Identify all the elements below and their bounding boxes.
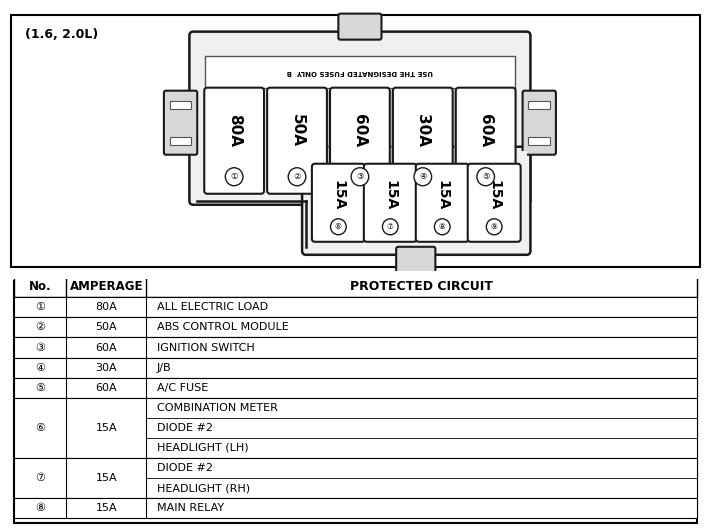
- Text: ⑤: ⑤: [36, 383, 46, 393]
- Circle shape: [331, 219, 346, 235]
- Text: ABS CONTROL MODULE: ABS CONTROL MODULE: [157, 322, 289, 332]
- Text: ③: ③: [36, 342, 46, 353]
- Bar: [304, 197, 308, 247]
- Text: 15A: 15A: [435, 181, 449, 211]
- Text: IGNITION SWITCH: IGNITION SWITCH: [157, 342, 255, 353]
- Bar: [14, 338, 697, 357]
- Text: A/C FUSE: A/C FUSE: [157, 383, 208, 393]
- Text: ⑤: ⑤: [482, 172, 489, 181]
- Text: 15A: 15A: [95, 473, 117, 483]
- Text: ④: ④: [419, 172, 427, 181]
- Text: ⑥: ⑥: [36, 423, 46, 433]
- Text: ⑥: ⑥: [335, 222, 342, 232]
- Text: MAIN RELAY: MAIN RELAY: [157, 503, 224, 513]
- FancyBboxPatch shape: [302, 147, 530, 255]
- Bar: [14, 458, 697, 498]
- Text: 60A: 60A: [95, 383, 117, 393]
- Circle shape: [351, 168, 369, 186]
- Text: ①: ①: [230, 172, 238, 181]
- Text: 15A: 15A: [383, 181, 397, 211]
- Bar: [170, 136, 191, 145]
- Text: ⑧: ⑧: [36, 503, 46, 513]
- Bar: [205, 56, 515, 88]
- Text: 30A: 30A: [95, 363, 117, 373]
- Text: 15A: 15A: [95, 503, 117, 513]
- Bar: [14, 318, 697, 338]
- Bar: [528, 101, 550, 109]
- Text: ②: ②: [36, 322, 46, 332]
- Circle shape: [434, 219, 450, 235]
- Text: ALL ELECTRIC LOAD: ALL ELECTRIC LOAD: [157, 302, 268, 312]
- Text: 30A: 30A: [415, 114, 430, 147]
- FancyBboxPatch shape: [338, 14, 382, 40]
- Text: AMPERAGE: AMPERAGE: [70, 280, 143, 293]
- Text: 60A: 60A: [353, 114, 368, 147]
- FancyBboxPatch shape: [456, 88, 515, 194]
- Text: DIODE #2: DIODE #2: [157, 423, 213, 433]
- FancyBboxPatch shape: [267, 88, 327, 194]
- Bar: [14, 398, 697, 458]
- Text: 50A: 50A: [289, 114, 304, 147]
- Text: ⑦: ⑦: [387, 222, 394, 232]
- Bar: [170, 101, 191, 109]
- Text: DIODE #2: DIODE #2: [157, 463, 213, 473]
- Text: 15A: 15A: [95, 423, 117, 433]
- Text: 50A: 50A: [95, 322, 117, 332]
- Circle shape: [288, 168, 306, 186]
- FancyBboxPatch shape: [330, 88, 390, 194]
- Bar: [14, 498, 697, 518]
- Bar: [14, 297, 697, 318]
- Text: 80A: 80A: [95, 302, 117, 312]
- Text: J/B: J/B: [157, 363, 171, 373]
- FancyBboxPatch shape: [164, 91, 197, 155]
- FancyBboxPatch shape: [189, 32, 530, 205]
- Text: No.: No.: [29, 280, 51, 293]
- Bar: [14, 378, 697, 398]
- Text: ⑧: ⑧: [439, 222, 446, 232]
- Text: (1.6, 2.0L): (1.6, 2.0L): [25, 28, 98, 41]
- Circle shape: [414, 168, 432, 186]
- FancyBboxPatch shape: [416, 164, 469, 242]
- Circle shape: [383, 219, 398, 235]
- Text: ④: ④: [36, 363, 46, 373]
- Text: ③: ③: [356, 172, 363, 181]
- Bar: [14, 276, 697, 297]
- Text: HEADLIGHT (RH): HEADLIGHT (RH): [157, 483, 250, 493]
- Text: 60A: 60A: [95, 342, 117, 353]
- FancyBboxPatch shape: [396, 247, 435, 273]
- Text: 15A: 15A: [487, 181, 501, 211]
- FancyBboxPatch shape: [312, 164, 365, 242]
- FancyBboxPatch shape: [204, 88, 264, 194]
- Text: ⑨: ⑨: [491, 222, 498, 232]
- FancyBboxPatch shape: [468, 164, 520, 242]
- Text: COMBINATION METER: COMBINATION METER: [157, 403, 278, 413]
- Circle shape: [477, 168, 494, 186]
- Circle shape: [486, 219, 502, 235]
- FancyBboxPatch shape: [523, 91, 556, 155]
- Text: 80A: 80A: [227, 114, 242, 147]
- Text: ⑦: ⑦: [36, 473, 46, 483]
- FancyBboxPatch shape: [393, 88, 453, 194]
- Text: PROTECTED CIRCUIT: PROTECTED CIRCUIT: [351, 280, 493, 293]
- Text: USE THE DESIGNATED FUSES ONLY  B: USE THE DESIGNATED FUSES ONLY B: [287, 68, 433, 75]
- Text: ①: ①: [36, 302, 46, 312]
- Text: 15A: 15A: [331, 181, 346, 211]
- Text: HEADLIGHT (LH): HEADLIGHT (LH): [157, 443, 249, 453]
- FancyBboxPatch shape: [364, 164, 417, 242]
- Text: 60A: 60A: [479, 114, 493, 147]
- Circle shape: [225, 168, 243, 186]
- Text: ②: ②: [293, 172, 301, 181]
- Bar: [528, 136, 550, 145]
- Bar: [14, 357, 697, 378]
- Bar: [306, 151, 527, 201]
